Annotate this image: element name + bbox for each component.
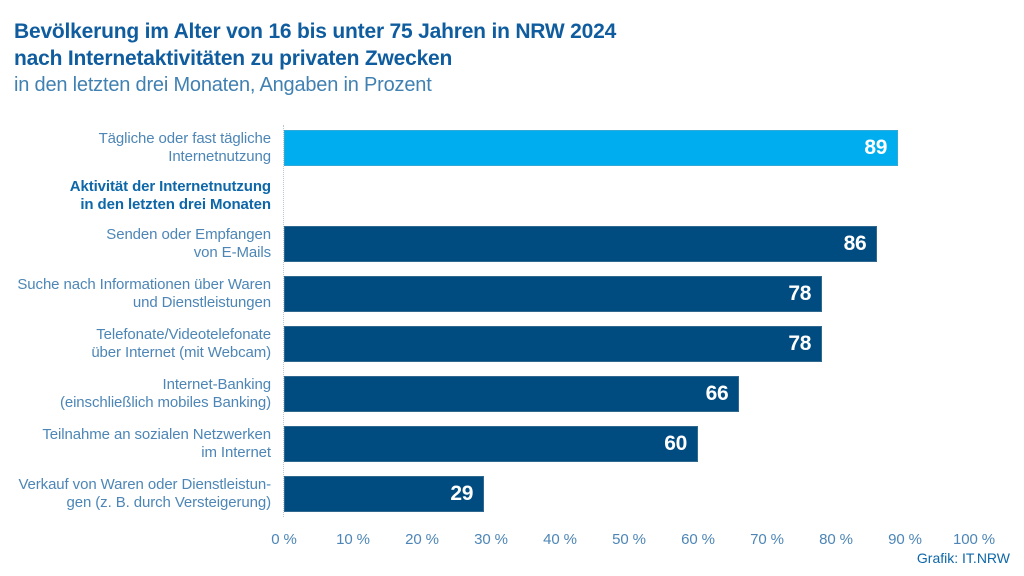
x-axis-tick: 70 % [750, 531, 784, 548]
x-axis-tick: 90 % [888, 531, 922, 548]
value-label: 89 [864, 136, 888, 159]
bar-track: 66 [284, 376, 974, 412]
bar-track: 86 [284, 226, 974, 262]
x-axis-tick: 0 % [271, 531, 297, 548]
x-axis-tick: 100 % [952, 531, 996, 548]
zero-axis-gridline [283, 125, 284, 517]
bar: 86 [284, 226, 878, 262]
group-heading-row: Aktivität der Internetnutzung in den let… [0, 173, 1024, 219]
value-label: 29 [450, 482, 474, 505]
x-axis-tick: 10 % [336, 531, 370, 548]
x-axis-tick: 50 % [612, 531, 646, 548]
category-label: Telefonate/Videotelefonate über Internet… [91, 326, 271, 361]
bar: 78 [284, 326, 823, 362]
x-axis-tick: 60 % [681, 531, 715, 548]
value-label: 66 [705, 382, 729, 405]
source-credit: Grafik: IT.NRW [916, 550, 1010, 566]
bar-row-social-networks: Teilnahme an sozialen Netzwerken im Inte… [0, 419, 1024, 469]
bar-track: 78 [284, 276, 974, 312]
value-label: 60 [664, 432, 687, 455]
bar: 66 [284, 376, 740, 412]
x-axis-tick: 20 % [405, 531, 439, 548]
x-axis-row: 0 % 10 % 20 % 30 % 40 % 50 % 60 % 70 % 8… [0, 531, 1024, 553]
bar: 78 [284, 276, 823, 312]
category-label: Teilnahme an sozialen Netzwerken im Inte… [42, 426, 271, 461]
value-label: 86 [843, 232, 867, 255]
chart-area: Tägliche oder fast tägliche Internetnutz… [0, 123, 1024, 553]
value-label: 78 [788, 332, 812, 355]
chart-rows: Tägliche oder fast tägliche Internetnutz… [0, 123, 1024, 519]
group-heading-label: Aktivität der Internetnutzung in den let… [69, 178, 271, 213]
bar-track: 60 [284, 426, 974, 462]
bar-track: 89 [284, 130, 974, 166]
x-axis: 0 % 10 % 20 % 30 % 40 % 50 % 60 % 70 % 8… [271, 531, 995, 553]
chart-header: Bevölkerung im Alter von 16 bis unter 75… [0, 0, 1024, 99]
value-label: 78 [788, 282, 812, 305]
chart-title-line-2: nach Internetaktivitäten zu privaten Zwe… [14, 47, 453, 70]
x-axis-tick: 30 % [474, 531, 508, 548]
chart-title-line-1: Bevölkerung im Alter von 16 bis unter 75… [14, 20, 617, 43]
category-label: Senden oder Empfangen von E-Mails [106, 226, 271, 261]
bar-row-email: Senden oder Empfangen von E-Mails 86 [0, 219, 1024, 269]
category-label: Tägliche oder fast tägliche Internetnutz… [98, 130, 272, 165]
bar-row-search-goods: Suche nach Informationen über Waren und … [0, 269, 1024, 319]
x-axis-tick: 80 % [819, 531, 853, 548]
x-axis-tick: 40 % [543, 531, 577, 548]
bar-row-video-calls: Telefonate/Videotelefonate über Internet… [0, 319, 1024, 369]
bar-row-daily-internet-use: Tägliche oder fast tägliche Internetnutz… [0, 123, 1024, 173]
bar-highlight: 89 [284, 130, 899, 166]
bar-track: 78 [284, 326, 974, 362]
bar: 29 [284, 476, 485, 512]
bar-row-selling-goods: Verkauf von Waren oder Dienstleistun- ge… [0, 469, 1024, 519]
chart-subtitle: in den letzten drei Monaten, Angaben in … [14, 74, 432, 96]
category-label: Suche nach Informationen über Waren und … [17, 276, 271, 311]
bar: 60 [284, 426, 698, 462]
category-label: Verkauf von Waren oder Dienstleistun- ge… [18, 476, 271, 511]
category-label: Internet-Banking (einschließlich mobiles… [59, 376, 271, 411]
bar-row-internet-banking: Internet-Banking (einschließlich mobiles… [0, 369, 1024, 419]
bar-track: 29 [284, 476, 974, 512]
